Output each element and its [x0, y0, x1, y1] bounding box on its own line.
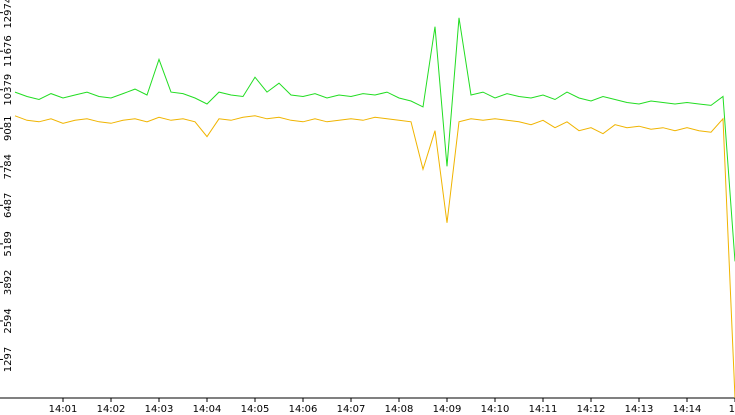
y-tick-label: 1297 — [3, 347, 14, 372]
x-tick-label: 14:14 — [673, 404, 702, 415]
x-tick-label: 14:10 — [481, 404, 510, 415]
x-tick-label: 14:11 — [529, 404, 558, 415]
y-tick-label: 3892 — [3, 270, 14, 295]
y-tick-label: 2594 — [3, 308, 14, 333]
y-tick-label: 12974 — [3, 0, 14, 29]
x-tick-label: 14:03 — [145, 404, 174, 415]
x-tick-label: 14:04 — [193, 404, 222, 415]
y-tick-label: 5189 — [3, 231, 14, 256]
x-tick-label: 14:08 — [385, 404, 414, 415]
y-tick-label: 9081 — [3, 116, 14, 141]
y-tick-label: 10379 — [3, 74, 14, 106]
series-line — [14, 17, 735, 262]
series-line — [14, 115, 735, 399]
x-tick-label: 14:05 — [241, 404, 270, 415]
x-tick-label: 14 — [729, 404, 735, 415]
x-tick-label: 14:01 — [49, 404, 78, 415]
x-tick-label: 14:06 — [289, 404, 318, 415]
x-tick-label: 14:09 — [433, 404, 462, 415]
x-tick-label: 14:02 — [97, 404, 126, 415]
y-tick-label: 7784 — [3, 154, 14, 179]
x-tick-label: 14:13 — [625, 404, 654, 415]
x-tick-label: 14:07 — [337, 404, 366, 415]
x-tick-label: 14:12 — [577, 404, 606, 415]
y-tick-label: 6487 — [3, 193, 14, 218]
y-tick-label: 11676 — [3, 35, 14, 67]
